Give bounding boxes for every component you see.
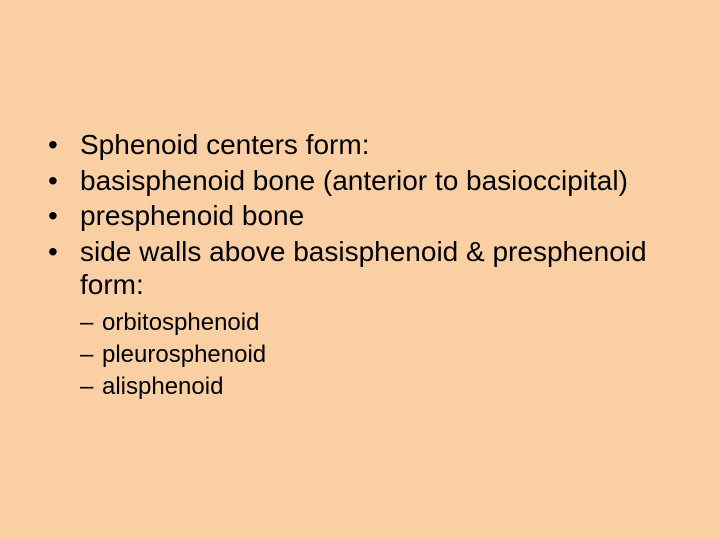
bullet-text: side walls above basisphenoid & presphen…	[80, 236, 647, 301]
sub-bullet-list: orbitosphenoid pleurosphenoid alisphenoi…	[38, 308, 680, 402]
slide: Sphenoid centers form: basisphenoid bone…	[0, 0, 720, 540]
list-item: side walls above basisphenoid & presphen…	[38, 235, 680, 302]
sub-bullet-text: pleurosphenoid	[102, 341, 266, 368]
list-item: presphenoid bone	[38, 199, 680, 233]
bullet-text: basisphenoid bone (anterior to basioccip…	[80, 165, 628, 196]
list-item: orbitosphenoid	[80, 308, 680, 338]
list-item: basisphenoid bone (anterior to basioccip…	[38, 164, 680, 198]
bullet-text: Sphenoid centers form:	[80, 129, 370, 160]
main-bullet-list: Sphenoid centers form: basisphenoid bone…	[38, 128, 680, 302]
list-item: alisphenoid	[80, 372, 680, 402]
sub-bullet-text: alisphenoid	[102, 373, 223, 400]
list-item: Sphenoid centers form:	[38, 128, 680, 162]
list-item: pleurosphenoid	[80, 340, 680, 370]
bullet-text: presphenoid bone	[80, 200, 304, 231]
sub-bullet-text: orbitosphenoid	[102, 309, 259, 336]
